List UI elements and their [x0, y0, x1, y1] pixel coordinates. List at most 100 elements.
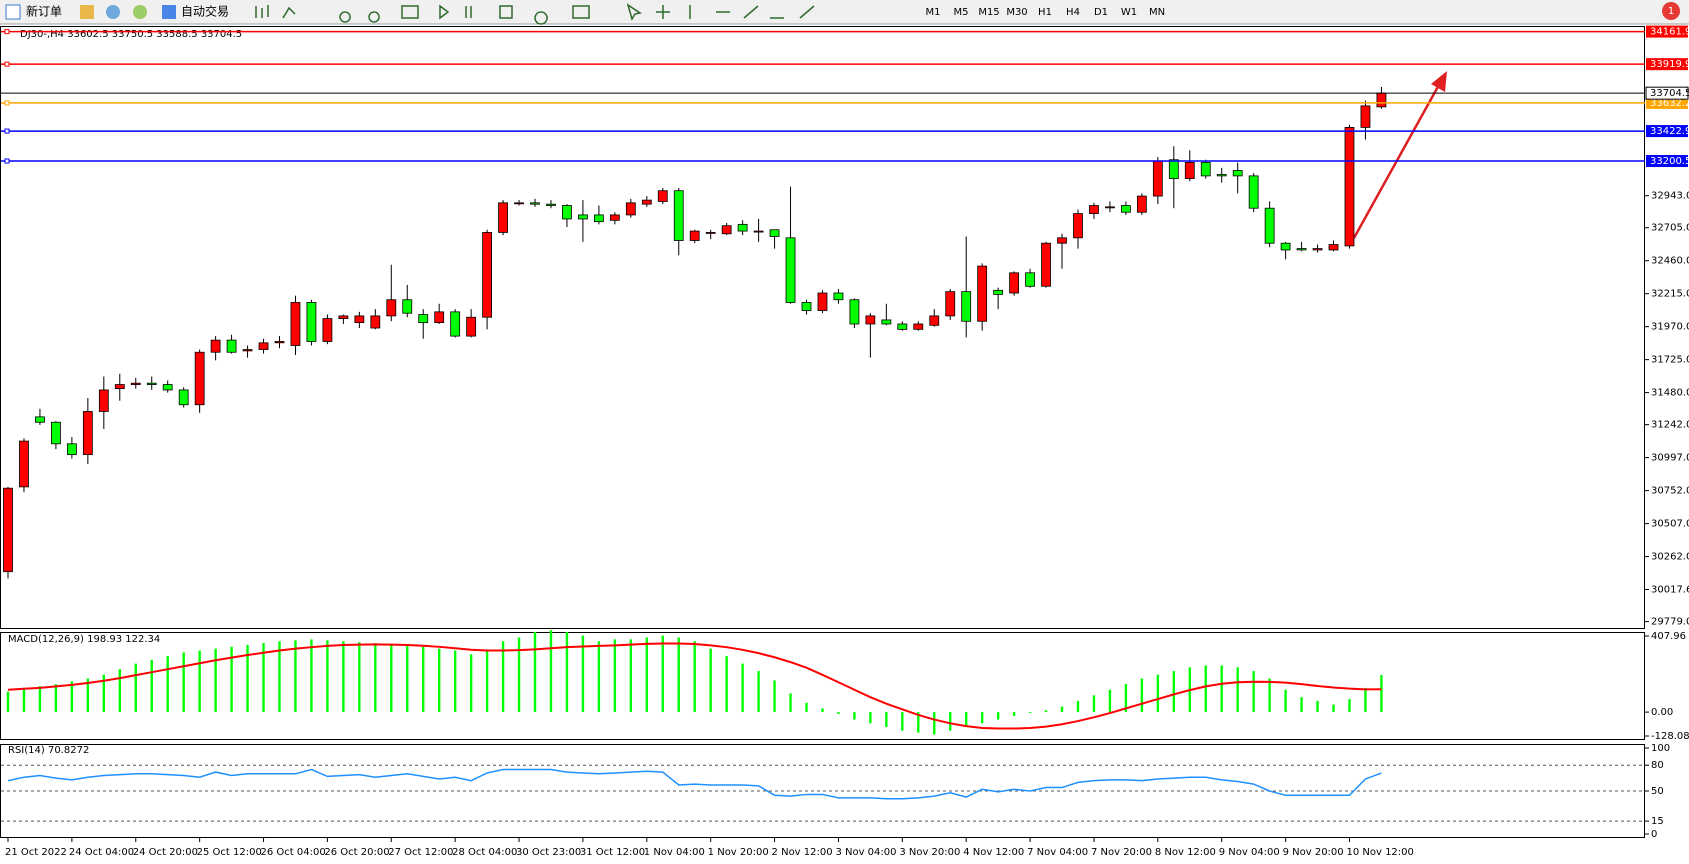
y-tick-label: 30262.0	[1651, 552, 1689, 563]
candle-body	[641, 199, 652, 205]
signal-line	[7, 642, 1382, 730]
timeframe-button[interactable]: H4	[1066, 7, 1080, 18]
new-order-button[interactable]: 新订单	[26, 4, 62, 19]
level-label-box	[1646, 96, 1688, 109]
x-tick-label: 26 Oct 04:00	[261, 847, 326, 858]
y-tick-label: 31970.0	[1651, 322, 1689, 333]
macd-bar	[805, 702, 808, 713]
macd-bar	[1316, 700, 1319, 713]
macd-bar	[885, 712, 888, 728]
level-label-box	[1646, 125, 1688, 138]
candle-body	[258, 342, 269, 350]
candle-body	[306, 302, 317, 342]
chart-tools[interactable]	[255, 3, 815, 25]
auto-trading-icon[interactable]	[162, 5, 176, 19]
candle-body	[1264, 207, 1275, 244]
candle-body	[338, 315, 349, 319]
candle-body	[609, 214, 620, 221]
y-tick-label: 31480.0	[1651, 388, 1689, 399]
macd-bar	[1364, 687, 1367, 713]
macd-bar	[102, 674, 106, 713]
macd-bar	[517, 637, 521, 713]
macd-bar	[118, 669, 121, 713]
macd-bar	[1172, 671, 1176, 713]
level-handle	[4, 100, 10, 106]
candle-body	[146, 382, 157, 385]
macd-bar	[54, 684, 58, 713]
tool-icon[interactable]	[106, 5, 120, 19]
macd-bar	[933, 712, 936, 735]
macd-bar	[198, 650, 201, 713]
candle-body	[386, 299, 397, 317]
macd-bar	[821, 708, 824, 713]
candle-body	[625, 202, 636, 216]
candle-body	[1105, 206, 1115, 209]
x-tick-label: 30 Oct 23:00	[516, 847, 581, 858]
macd-bar	[837, 712, 840, 714]
x-tick-label: 3 Nov 20:00	[899, 847, 960, 858]
macd-bar	[278, 641, 281, 713]
candle-body	[450, 311, 461, 337]
macd-bar	[757, 671, 760, 713]
y-tick-label: -128.08	[1651, 731, 1689, 742]
macd-bar	[565, 631, 569, 713]
candle-body	[1360, 105, 1371, 128]
candle-body	[210, 339, 221, 353]
candle-body	[1041, 242, 1051, 287]
timeframe-button[interactable]: M1	[926, 7, 941, 18]
alerts-badge[interactable]	[1662, 2, 1680, 20]
timeframe-button[interactable]: M15	[978, 7, 999, 18]
x-tick-label: 3 Nov 04:00	[835, 847, 896, 858]
candle-body	[1248, 175, 1259, 209]
macd-bar	[741, 663, 744, 713]
timeframe-button[interactable]: M5	[954, 7, 969, 18]
macd-bar	[1284, 689, 1287, 713]
timeframe-button[interactable]: W1	[1121, 7, 1137, 18]
auto-trading-button[interactable]: 自动交易	[181, 4, 229, 19]
macd-bar	[613, 639, 617, 713]
macd-bar	[1332, 704, 1335, 713]
macd-bar	[1060, 706, 1064, 713]
level-handle	[4, 29, 10, 35]
y-tick-label: 32460.0	[1651, 256, 1689, 267]
y-tick-label: 31242.0	[1651, 420, 1689, 431]
new-order-icon[interactable]	[5, 4, 21, 20]
y-tick-label: 407.96	[1651, 631, 1686, 642]
macd-bar	[422, 646, 425, 713]
timeframe-button[interactable]: H1	[1038, 7, 1052, 18]
level-handle	[4, 158, 10, 164]
candle-body	[130, 382, 141, 385]
y-tick-label: 32215.0	[1651, 289, 1689, 300]
candle-body	[817, 292, 828, 311]
y-tick-label: 30507.0	[1651, 519, 1689, 530]
x-tick-label: 8 Nov 12:00	[1155, 847, 1216, 858]
candle-body	[178, 389, 189, 406]
candle-body	[865, 315, 876, 325]
tool-icon[interactable]	[133, 5, 147, 19]
tool-icon[interactable]	[80, 5, 94, 19]
y-tick-label: 30997.0	[1651, 453, 1689, 464]
x-tick-label: 10 Nov 12:00	[1346, 847, 1413, 858]
candle-body	[530, 202, 540, 205]
candle-body	[929, 315, 940, 326]
y-tick-label: 31725.0	[1651, 355, 1689, 366]
y-tick-label: 100	[1651, 743, 1670, 754]
candle-body	[35, 416, 45, 423]
macd-bar	[533, 631, 537, 713]
timeframe-button[interactable]: D1	[1094, 7, 1108, 18]
macd-bar	[1380, 674, 1383, 713]
candle-body	[1009, 272, 1020, 294]
timeframe-button[interactable]: MN	[1149, 7, 1165, 18]
macd-bar	[214, 648, 217, 713]
candle-body	[897, 323, 908, 330]
candle-body	[993, 289, 1004, 295]
candle-body	[785, 237, 796, 303]
y-tick-label: 0	[1651, 829, 1657, 840]
macd-bar	[166, 656, 169, 713]
candle-body	[593, 214, 604, 223]
timeframe-button[interactable]: M30	[1006, 7, 1027, 18]
candle-body	[562, 205, 572, 220]
macd-bar	[1028, 712, 1032, 714]
macd-bar	[6, 691, 10, 713]
candle-body	[370, 315, 381, 329]
